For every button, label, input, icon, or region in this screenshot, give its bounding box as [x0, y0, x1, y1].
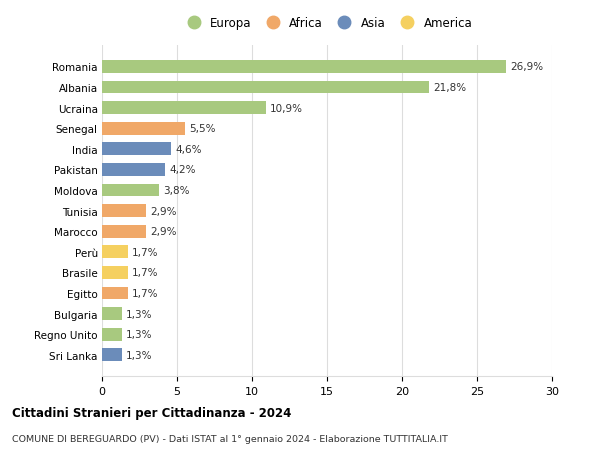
Bar: [102, 246, 128, 258]
Text: 1,3%: 1,3%: [126, 330, 152, 339]
Text: 21,8%: 21,8%: [433, 83, 467, 93]
Bar: [102, 225, 146, 238]
Text: 1,7%: 1,7%: [132, 288, 158, 298]
Text: 5,5%: 5,5%: [189, 124, 215, 134]
Text: Cittadini Stranieri per Cittadinanza - 2024: Cittadini Stranieri per Cittadinanza - 2…: [12, 406, 292, 419]
Text: 3,8%: 3,8%: [163, 185, 190, 196]
Bar: [102, 143, 171, 156]
Text: 2,9%: 2,9%: [150, 206, 176, 216]
Bar: [102, 349, 122, 361]
Bar: [102, 123, 185, 135]
Text: 26,9%: 26,9%: [510, 62, 543, 72]
Bar: [102, 102, 265, 115]
Text: 1,7%: 1,7%: [132, 247, 158, 257]
Text: 4,2%: 4,2%: [170, 165, 196, 175]
Bar: [102, 81, 429, 94]
Text: COMUNE DI BEREGUARDO (PV) - Dati ISTAT al 1° gennaio 2024 - Elaborazione TUTTITA: COMUNE DI BEREGUARDO (PV) - Dati ISTAT a…: [12, 434, 448, 443]
Bar: [102, 266, 128, 279]
Bar: [102, 61, 505, 73]
Text: 4,6%: 4,6%: [176, 145, 202, 155]
Text: 10,9%: 10,9%: [270, 103, 303, 113]
Legend: Europa, Africa, Asia, America: Europa, Africa, Asia, America: [177, 12, 477, 34]
Text: 1,7%: 1,7%: [132, 268, 158, 278]
Bar: [102, 205, 146, 218]
Text: 2,9%: 2,9%: [150, 227, 176, 237]
Text: 1,3%: 1,3%: [126, 309, 152, 319]
Bar: [102, 308, 122, 320]
Bar: [102, 287, 128, 300]
Bar: [102, 164, 165, 176]
Bar: [102, 184, 159, 197]
Bar: [102, 328, 122, 341]
Text: 1,3%: 1,3%: [126, 350, 152, 360]
